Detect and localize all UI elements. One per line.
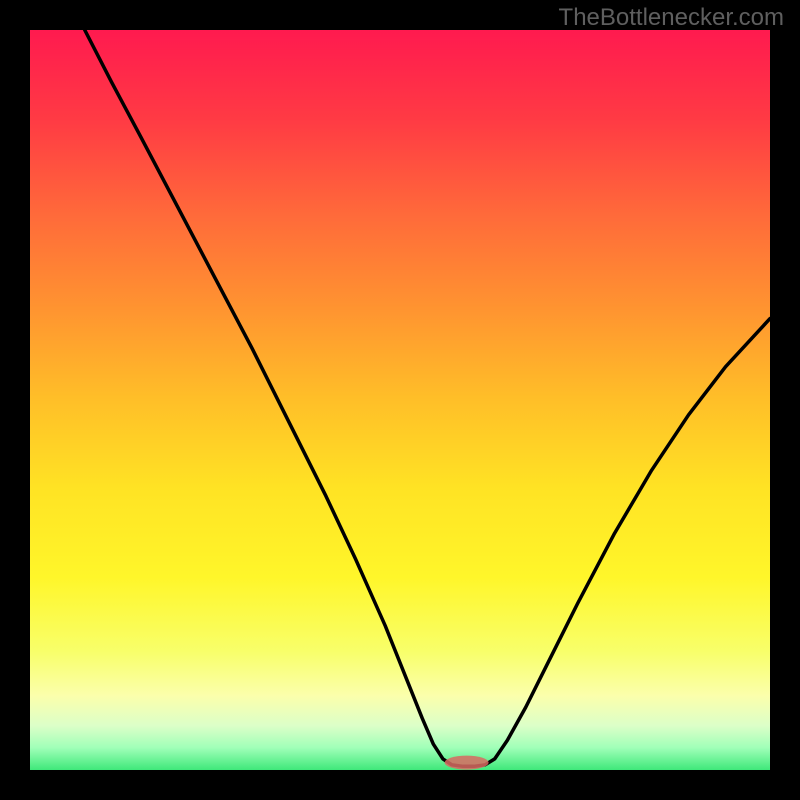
- frame-top: [0, 0, 800, 30]
- frame-bottom: [0, 770, 800, 800]
- bottleneck-chart: [0, 0, 800, 800]
- optimal-point-marker: [445, 756, 489, 770]
- frame-left: [0, 0, 30, 800]
- frame-right: [770, 0, 800, 800]
